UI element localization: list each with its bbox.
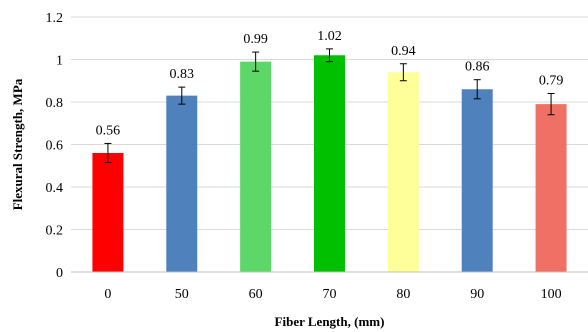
- bars: [92, 55, 567, 272]
- bar-60: [240, 61, 272, 272]
- x-tick-label: 70: [323, 287, 337, 302]
- y-tick-labels: 0 0.2 0.4 0.6 0.8 1 1.2: [46, 11, 64, 281]
- bar-90: [461, 89, 493, 272]
- bar-0: [92, 153, 124, 272]
- error-bar-80: [399, 63, 407, 82]
- data-label-60: 0.99: [243, 32, 268, 47]
- y-tick-label: 0.8: [46, 96, 64, 111]
- x-tick-label: 0: [104, 287, 111, 302]
- data-label-0: 0.56: [96, 123, 121, 138]
- x-tick-labels: 0 50 60 70 80 90 100: [104, 287, 561, 302]
- data-label-70: 1.02: [317, 29, 342, 44]
- error-bar-50: [178, 86, 186, 105]
- data-labels: 0.56 0.83 0.99 1.02 0.94 0.86 0.79: [96, 29, 564, 139]
- data-label-50: 0.83: [170, 67, 195, 82]
- y-tick-label: 1: [56, 54, 63, 69]
- y-axis-title: Flexural Strength, MPa: [10, 78, 25, 210]
- data-label-80: 0.94: [391, 44, 416, 59]
- x-tick-label: 90: [470, 287, 484, 302]
- bar-100: [535, 104, 567, 272]
- bar-50: [166, 95, 198, 272]
- error-bar-90: [473, 79, 481, 100]
- y-tick-label: 1.2: [46, 11, 64, 26]
- x-tick-label: 50: [175, 287, 189, 302]
- data-label-100: 0.79: [539, 74, 564, 89]
- error-bar-0: [104, 142, 112, 164]
- x-tick-label: 60: [249, 287, 263, 302]
- y-tick-label: 0: [56, 266, 63, 281]
- error-bar-70: [326, 48, 333, 63]
- y-tick-label: 0.2: [46, 224, 64, 239]
- y-tick-label: 0.4: [46, 181, 64, 196]
- x-tick-label: 80: [396, 287, 410, 302]
- bar-70: [314, 55, 345, 272]
- y-tick-label: 0.6: [46, 139, 64, 154]
- x-tick-label: 100: [541, 287, 562, 302]
- data-label-90: 0.86: [465, 60, 490, 75]
- error-bar-60: [252, 51, 260, 72]
- error-bar-100: [547, 93, 555, 116]
- x-axis-title: Fiber Length, (mm): [275, 314, 385, 329]
- error-bars: [104, 48, 555, 164]
- bar-80: [387, 72, 419, 272]
